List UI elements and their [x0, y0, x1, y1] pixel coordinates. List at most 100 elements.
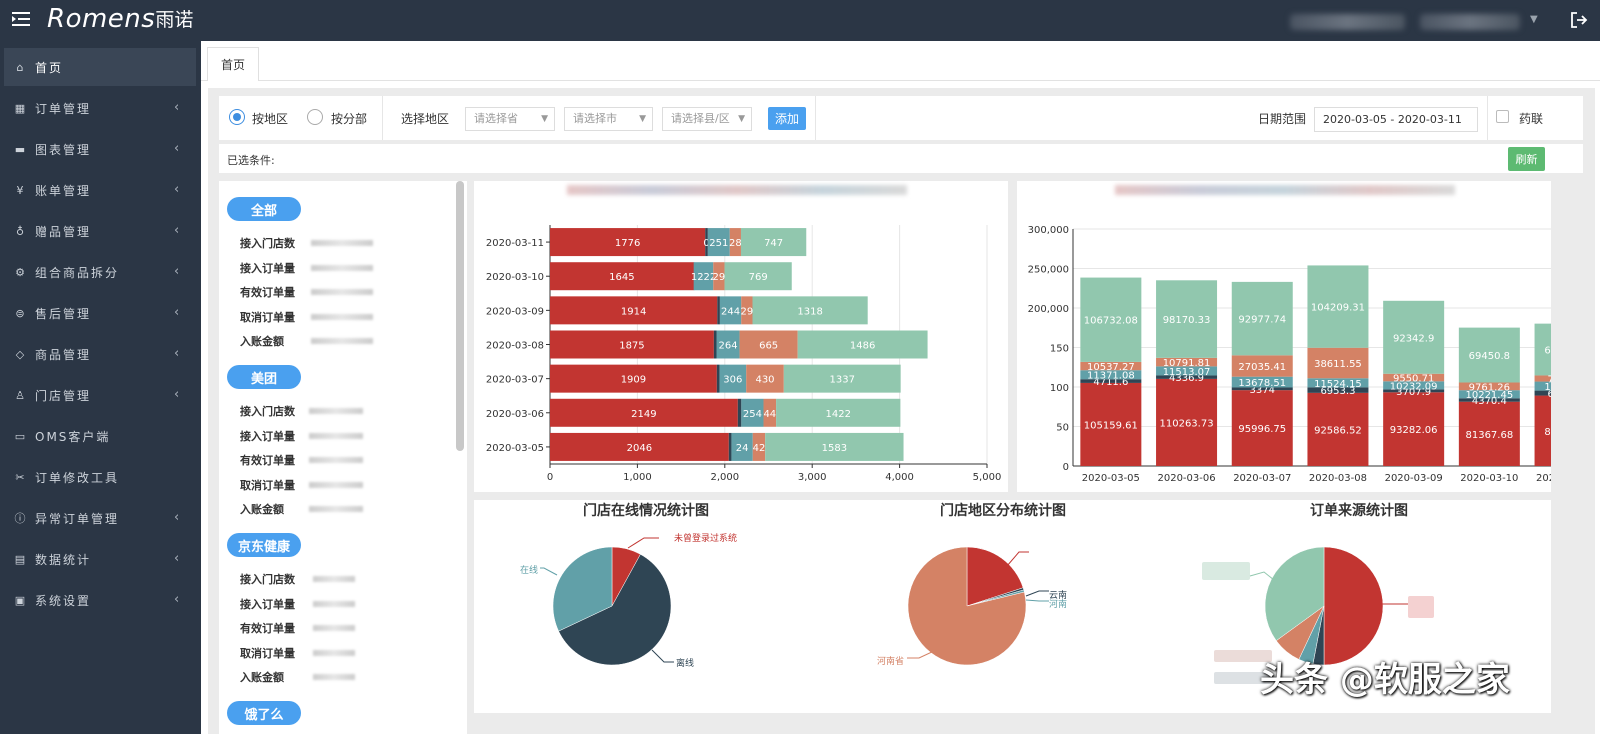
bar-segment	[1307, 347, 1369, 379]
sidebar-item-7[interactable]: ◇ 商品管理 ‹	[4, 335, 196, 373]
sidebar-item-0[interactable]: ⌂ 首页	[4, 48, 196, 86]
stats-icon: ▤	[14, 552, 26, 566]
province-select[interactable]: 请选择省 ▼	[465, 107, 555, 131]
pie-label-line	[1249, 571, 1275, 581]
sidebar-item-12[interactable]: ▤ 数据统计 ‹	[4, 540, 196, 578]
pie-label: 云南	[1049, 589, 1067, 601]
pie-title: 订单来源统计图	[1310, 502, 1408, 519]
service-icon: ⊜	[15, 306, 25, 320]
sidebar-item-3[interactable]: ¥ 账单管理 ‹	[4, 171, 196, 209]
y-tick-label: 2020-03-08	[486, 341, 544, 352]
scrollbar[interactable]	[456, 181, 464, 451]
sidebar-item-2[interactable]: ▬ 图表管理 ‹	[4, 130, 196, 168]
pie-label: 河南省	[877, 655, 904, 667]
data-label: 3707.9	[1396, 387, 1431, 398]
data-label: 98170.33	[1163, 315, 1211, 326]
menu-toggle-icon[interactable]	[12, 10, 30, 28]
divider	[1487, 96, 1488, 140]
selected-conditions-label: 已选条件:	[227, 154, 275, 167]
pie-label-blurred	[1408, 596, 1434, 618]
sidebar-item-label: OMS客户端	[35, 429, 111, 444]
data-label: 11437.1	[1544, 382, 1551, 393]
sidebar-item-8[interactable]: ♙ 门店管理 ‹	[4, 376, 196, 414]
pie-slice	[1264, 546, 1325, 642]
radio-by-branch[interactable]	[307, 109, 323, 125]
x-tick-label: 1,000	[623, 472, 652, 483]
sidebar-item-label: 门店管理	[35, 388, 92, 403]
bar-segment	[1307, 392, 1369, 466]
stat-label: 入账金额	[240, 503, 284, 516]
y-tick-label: 2020-03-09	[486, 306, 544, 317]
data-label: 104209.31	[1311, 303, 1365, 314]
bar-segment	[739, 330, 798, 359]
top-bar: Romens 雨诺 ▼	[0, 0, 1600, 41]
data-label: 28	[729, 238, 742, 249]
x-tick-label: 2020-03-06	[1157, 473, 1215, 484]
refresh-button[interactable]: 刷新	[1508, 147, 1545, 171]
data-label: 13678.51	[1238, 378, 1286, 389]
caret-down-icon[interactable]: ▼	[1530, 14, 1538, 25]
data-label: 95996.75	[1238, 424, 1286, 435]
date-range-input[interactable]: 2020-03-05 - 2020-03-11	[1314, 107, 1478, 132]
y-tick-label: 2020-03-07	[486, 375, 544, 386]
yaolian-checkbox[interactable]	[1496, 110, 1509, 123]
data-label: 11524.15	[1314, 379, 1362, 390]
stat-label: 接入门店数	[240, 405, 295, 418]
sidebar-item-label: 订单修改工具	[35, 470, 120, 485]
chevron-left-icon: ‹	[174, 223, 180, 238]
bar-segment	[783, 364, 901, 393]
stat-label: 接入门店数	[240, 237, 295, 250]
sidebar-item-1[interactable]: ▦ 订单管理 ‹	[4, 89, 196, 127]
data-label: 1875	[619, 341, 644, 352]
sidebar-item-9[interactable]: ▭ OMS客户端	[4, 417, 196, 455]
add-button[interactable]: 添加	[768, 107, 806, 130]
group-pill[interactable]: 京东健康	[227, 533, 301, 557]
data-label: 92342.9	[1393, 333, 1434, 344]
sidebar-item-label: 系统设置	[35, 593, 92, 608]
bar-segment	[741, 398, 764, 427]
sidebar-item-11[interactable]: ⓘ 异常订单管理 ‹	[4, 499, 196, 537]
stat-label: 入账金额	[240, 671, 284, 684]
y-tick-label: 2020-03-06	[486, 409, 544, 420]
bar-segment	[550, 364, 717, 393]
store-icon: ♙	[15, 388, 25, 402]
data-label: 254	[743, 409, 762, 420]
data-label: 306	[723, 375, 742, 386]
pie-label-line	[627, 537, 659, 549]
sidebar-item-4[interactable]: ♁ 赠品管理 ‹	[4, 212, 196, 250]
logout-icon[interactable]	[1570, 11, 1588, 29]
sidebar-item-6[interactable]: ⊜ 售后管理 ‹	[4, 294, 196, 332]
radio-by-region[interactable]	[229, 109, 245, 125]
data-label: 264	[718, 341, 737, 352]
bar-segment	[713, 262, 725, 291]
data-label: 1914	[621, 306, 646, 317]
sidebar-item-13[interactable]: ▣ 系统设置 ‹	[4, 581, 196, 619]
data-label: 11513.07	[1163, 367, 1211, 378]
sidebar-item-5[interactable]: ⚙ 组合商品拆分 ‹	[4, 253, 196, 291]
group-pill[interactable]: 美团	[227, 365, 301, 389]
bar-segment	[741, 296, 753, 325]
bar-segment	[1383, 381, 1445, 390]
x-tick-label: 2020-03-08	[1309, 473, 1367, 484]
group-pill[interactable]: 饿了么	[227, 701, 301, 725]
bar-segment	[763, 398, 777, 427]
stat-value-blurred	[309, 408, 363, 414]
table-icon: ▦	[14, 101, 26, 115]
data-label: 44	[763, 409, 776, 420]
chevron-left-icon: ‹	[174, 592, 180, 607]
city-select[interactable]: 请选择市 ▼	[564, 107, 653, 131]
data-label: 10537.27	[1087, 362, 1135, 373]
x-tick-label: 2,000	[710, 472, 739, 483]
data-label: 251	[709, 238, 728, 249]
tab-home[interactable]: 首页	[207, 47, 259, 81]
data-label: 81367.68	[1465, 430, 1513, 441]
group-pill[interactable]: 全部	[227, 197, 301, 221]
bar-segment	[693, 262, 714, 291]
sidebar-item-10[interactable]: ✂ 订单修改工具	[4, 458, 196, 496]
pie-label-blurred	[1214, 650, 1272, 662]
stat-label: 取消订单量	[240, 310, 295, 324]
user-name-blurred[interactable]	[1420, 14, 1520, 30]
data-label: 3374	[1250, 385, 1275, 396]
county-select[interactable]: 请选择县/区 ▼	[662, 107, 752, 131]
data-label: 1422	[826, 409, 851, 420]
